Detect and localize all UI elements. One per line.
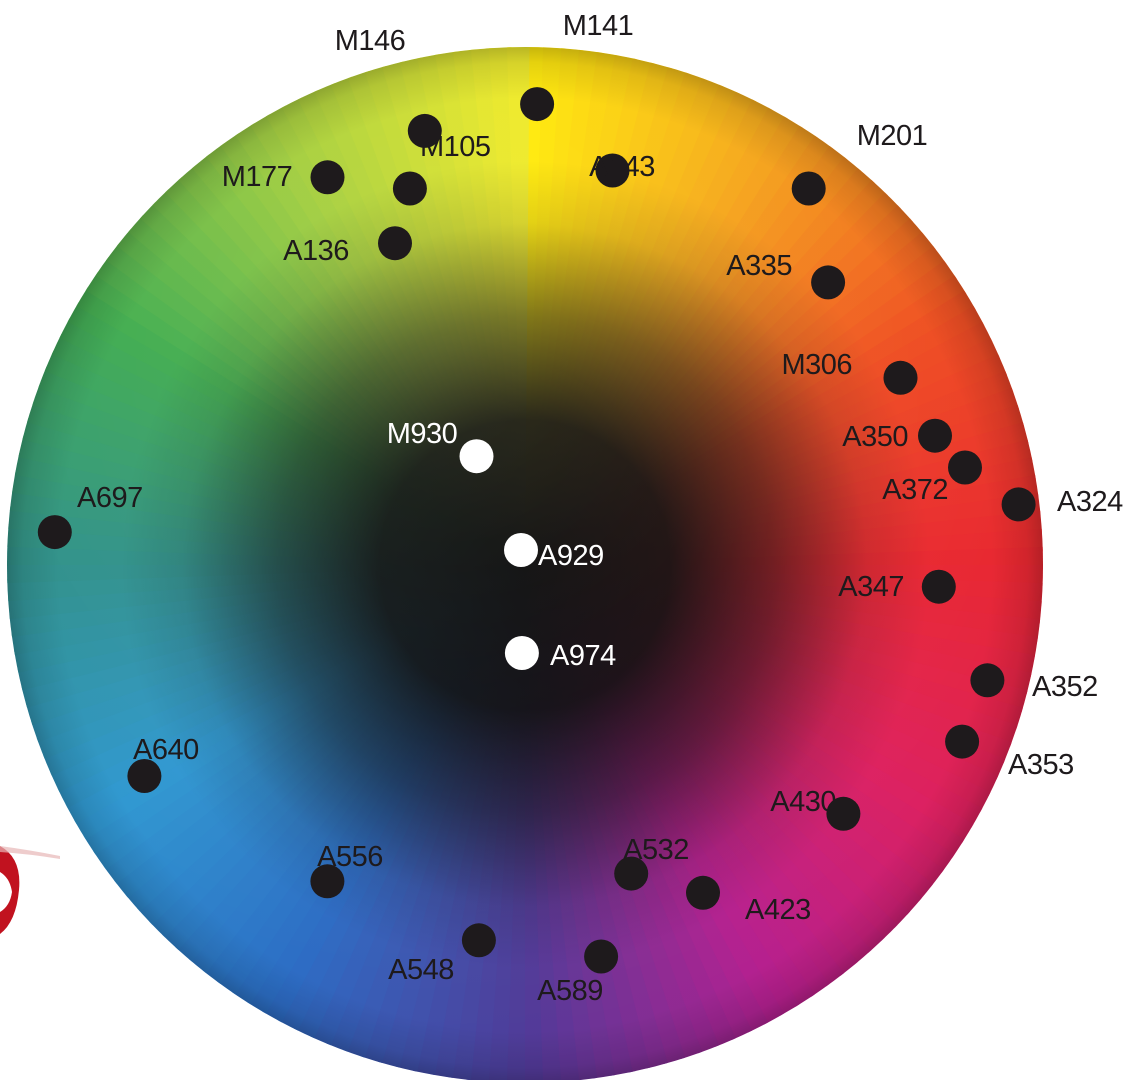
- marker-dot: [310, 160, 345, 195]
- marker-label: M141: [563, 10, 634, 42]
- marker-label: A548: [388, 954, 454, 986]
- marker-label: A640: [133, 734, 199, 766]
- marker-dot: [945, 724, 980, 759]
- marker-a324: A324: [1001, 486, 1124, 522]
- marker-label: M930: [387, 418, 458, 450]
- marker-dot: [310, 864, 345, 899]
- marker-label: A324: [1057, 486, 1123, 518]
- marker-dot: [407, 113, 442, 148]
- marker-label: A532: [623, 834, 689, 866]
- marker-m201: M201: [791, 120, 928, 206]
- marker-m177: M177: [222, 160, 345, 195]
- marker-a974: A974: [504, 636, 617, 672]
- marker-a423: A423: [686, 875, 811, 926]
- marker-label: A697: [77, 482, 143, 514]
- marker-dot: [459, 439, 494, 474]
- marker-label: A353: [1008, 749, 1074, 781]
- marker-a929: A929: [504, 533, 604, 572]
- marker-dot: [970, 663, 1005, 698]
- marker-label: M177: [222, 161, 293, 193]
- marker-a372: A372: [882, 450, 982, 506]
- marker-dot: [392, 171, 427, 206]
- marker-m930: M930: [387, 418, 494, 474]
- markers: M141 M146 A143 M105 M177 A136 M201 A335 M306 A350…: [37, 10, 1124, 1007]
- marker-label: A929: [538, 540, 604, 572]
- marker-label: A143: [589, 151, 655, 183]
- marker-a556: A556: [310, 841, 383, 899]
- marker-a347: A347: [838, 569, 956, 604]
- marker-m105: M105: [392, 131, 491, 206]
- marker-dot: [378, 226, 412, 261]
- marker-dot: [461, 923, 496, 958]
- marker-label: A430: [770, 786, 836, 818]
- marker-dot: [1001, 487, 1036, 522]
- marker-a335: A335: [726, 250, 846, 300]
- marker-m146: M146: [335, 25, 442, 148]
- marker-label: A423: [745, 894, 811, 926]
- marker-dot: [127, 759, 162, 793]
- marker-dot: [595, 153, 630, 188]
- marker-a430: A430: [770, 786, 861, 831]
- marker-m141: M141: [520, 10, 634, 122]
- marker-label: M105: [420, 131, 491, 163]
- marker-label: A350: [842, 421, 908, 453]
- marker-a352: A352: [970, 663, 1098, 703]
- marker-label: M146: [335, 25, 406, 57]
- marker-a136: A136: [283, 226, 412, 267]
- marker-dot: [826, 796, 861, 831]
- marker-a353: A353: [945, 724, 1074, 781]
- marker-label: A136: [283, 235, 349, 267]
- marker-dot: [584, 939, 619, 974]
- marker-a143: A143: [589, 151, 655, 188]
- marker-dot: [504, 533, 538, 567]
- partial-ball-icon: [0, 846, 60, 934]
- marker-dot: [883, 360, 918, 395]
- marker-m306: M306: [781, 349, 918, 395]
- marker-a640: A640: [127, 734, 199, 793]
- marker-dot: [686, 875, 720, 910]
- marker-label: A347: [838, 571, 904, 603]
- marker-dot: [614, 856, 649, 891]
- marker-dot: [921, 569, 956, 604]
- marker-a350: A350: [842, 418, 952, 453]
- marker-dot: [37, 515, 72, 550]
- marker-label: A589: [537, 975, 603, 1007]
- marker-label: A352: [1032, 671, 1098, 703]
- marker-a589: A589: [537, 939, 619, 1007]
- marker-dot: [811, 265, 846, 300]
- marker-label: A335: [726, 250, 792, 282]
- marker-label: A556: [317, 841, 383, 873]
- marker-a532: A532: [614, 834, 689, 891]
- marker-dot: [504, 636, 539, 670]
- marker-dot: [520, 87, 555, 122]
- marker-label: A372: [882, 474, 948, 506]
- marker-dot: [948, 450, 982, 485]
- marker-dot: [791, 171, 826, 206]
- marker-a548: A548: [388, 923, 496, 986]
- marker-label: M201: [857, 120, 928, 152]
- marker-label: A974: [550, 640, 616, 672]
- marker-a697: A697: [37, 482, 143, 550]
- marker-dot: [918, 418, 952, 453]
- marker-label: M306: [781, 349, 852, 381]
